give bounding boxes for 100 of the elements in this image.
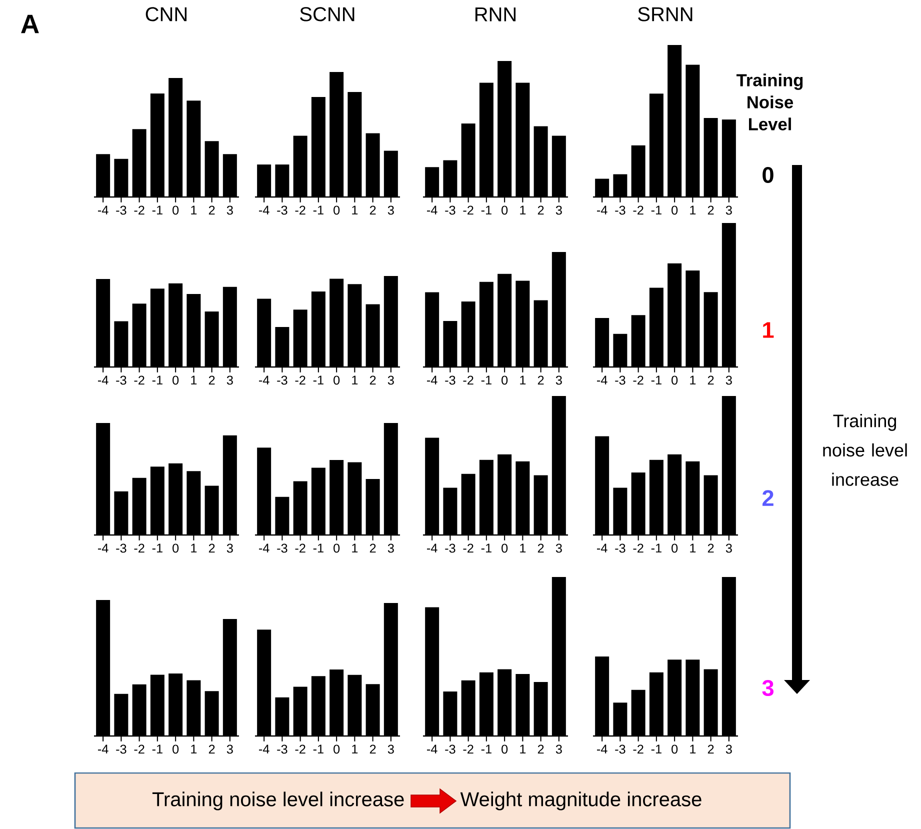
x-tick-label: 2 [538, 376, 544, 385]
x-tick-label: 0 [172, 206, 179, 215]
x-tick-label: 1 [520, 544, 526, 552]
x-tick-label: -1 [481, 544, 492, 552]
x-tick-label: 2 [370, 206, 376, 215]
text: 3 [762, 680, 774, 696]
x-tick-label: -4 [427, 206, 438, 214]
text: Training noise level increase [152, 792, 404, 810]
x-tick-label: 1 [690, 376, 696, 384]
x-tick-label: 0 [502, 206, 508, 215]
x-tick-label: 0 [502, 376, 508, 385]
x-tick-label: 2 [708, 206, 714, 215]
x-tick-label: -3 [277, 376, 288, 385]
x-tick-label: -4 [259, 206, 270, 214]
x-tick-label: -1 [152, 744, 162, 754]
x-tick-label: 3 [388, 744, 394, 754]
x-tick-label: -2 [295, 206, 306, 215]
x-tick-label: -3 [116, 376, 126, 385]
x-tick-label: -4 [259, 744, 270, 754]
x-tick-label: 1 [191, 376, 197, 384]
x-tick-label: -1 [152, 544, 162, 552]
x-tick-label: -3 [445, 544, 456, 553]
x-tick-label: 1 [520, 376, 526, 384]
x-tick-label: -1 [313, 206, 324, 214]
x-tick-label: -3 [116, 544, 126, 553]
x-tick-label: -2 [134, 206, 144, 215]
x-tick-label: -4 [98, 376, 108, 384]
x-tick-label: -1 [481, 744, 492, 754]
x-tick-label: 3 [388, 544, 394, 553]
x-tick-label: 3 [556, 206, 562, 215]
x-tick-label: 1 [520, 744, 526, 754]
x-tick-label: -2 [295, 376, 306, 385]
x-tick-label: -2 [633, 206, 644, 215]
x-tick-label: -1 [481, 206, 492, 214]
x-tick-label: -4 [427, 376, 438, 384]
x-tick-label: 0 [334, 544, 340, 553]
x-tick-label: -4 [597, 376, 608, 384]
x-tick-label: -2 [463, 544, 474, 553]
x-tick-label: -1 [651, 744, 662, 754]
text: 0 [762, 166, 774, 184]
x-tick-label: 2 [208, 544, 215, 553]
x-tick-label: 2 [538, 744, 544, 754]
x-tick-label: -2 [633, 376, 644, 385]
x-tick-label: 0 [672, 376, 678, 385]
x-tick-label: -2 [134, 544, 144, 553]
x-tick-label: 1 [352, 744, 358, 754]
x-tick-label: -3 [615, 376, 626, 385]
x-tick-label: 3 [556, 544, 562, 553]
x-tick-label: -3 [445, 744, 456, 754]
x-tick-label: 3 [556, 376, 562, 385]
x-tick-label: 1 [520, 206, 526, 214]
x-tick-label: 2 [370, 544, 376, 553]
x-tick-label: -4 [98, 544, 108, 552]
text: 2 [762, 490, 774, 506]
x-tick-label: 2 [208, 206, 215, 215]
x-tick-label: -1 [313, 744, 324, 754]
x-tick-label: 3 [388, 206, 394, 215]
x-tick-label: -4 [597, 544, 608, 552]
x-tick-label: -1 [651, 544, 662, 552]
x-tick-label: -2 [463, 206, 474, 215]
x-tick-label: 3 [726, 376, 732, 385]
text: Training noise level increase [823, 414, 907, 486]
chart-title: SCNN [300, 7, 354, 22]
x-tick-label: -1 [651, 376, 662, 384]
x-tick-label: -4 [98, 744, 108, 754]
x-tick-label: -3 [277, 744, 288, 754]
x-tick-label: 2 [708, 376, 714, 385]
x-tick-label: -2 [134, 376, 144, 385]
x-tick-label: 3 [726, 744, 732, 754]
x-tick-label: 0 [672, 206, 678, 215]
x-tick-label: -3 [445, 206, 456, 215]
x-tick-label: -1 [152, 206, 162, 214]
x-tick-label: 1 [191, 206, 197, 214]
x-tick-label: -3 [615, 544, 626, 553]
x-tick-label: -1 [651, 206, 662, 214]
x-tick-label: -2 [295, 744, 306, 754]
text: Weight magnitude increase [460, 792, 702, 810]
x-tick-label: -4 [427, 744, 438, 754]
x-tick-label: -2 [295, 544, 306, 553]
x-tick-label: -4 [597, 744, 608, 754]
x-tick-label: -3 [615, 744, 626, 754]
x-tick-label: -1 [481, 376, 492, 384]
x-tick-label: -3 [277, 206, 288, 215]
x-tick-label: -1 [152, 376, 162, 384]
x-tick-label: 0 [334, 376, 340, 385]
x-tick-label: -2 [463, 376, 474, 385]
x-tick-label: -4 [98, 206, 108, 214]
x-tick-label: 1 [352, 376, 358, 384]
chart-title: RNN [475, 8, 516, 22]
chart-title: SRNN [638, 7, 692, 22]
x-tick-label: 0 [672, 744, 678, 754]
x-tick-label: 1 [191, 744, 197, 754]
x-tick-label: 1 [191, 544, 197, 552]
x-tick-label: 3 [726, 544, 732, 553]
x-tick-label: -4 [259, 544, 270, 552]
x-tick-label: 3 [226, 744, 233, 754]
x-tick-label: 0 [502, 544, 508, 553]
x-tick-label: 2 [370, 744, 376, 754]
x-tick-label: 0 [172, 544, 179, 553]
x-tick-label: -2 [633, 744, 644, 754]
